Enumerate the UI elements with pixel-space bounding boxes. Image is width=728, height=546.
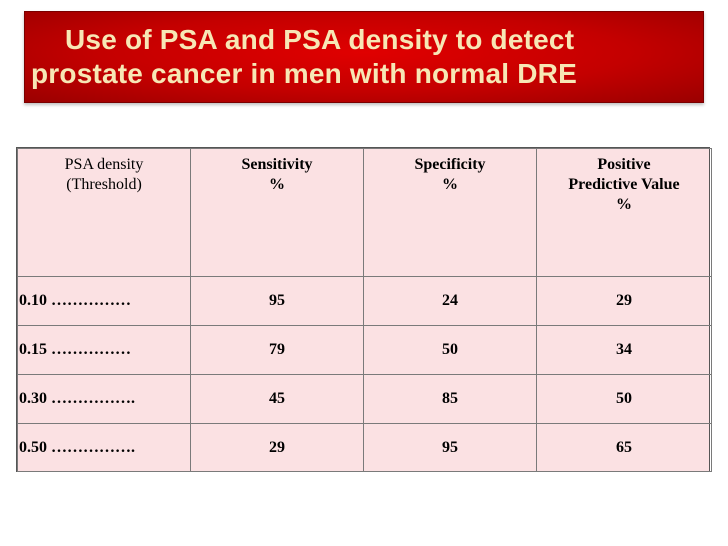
specificity-cell: 95 <box>363 423 537 472</box>
specificity-cell: 85 <box>363 374 537 424</box>
table-row: 0.30 ……………. 45 85 50 <box>17 374 712 424</box>
sensitivity-cell: 79 <box>190 325 364 375</box>
specificity-cell: 24 <box>363 276 537 326</box>
header-text: Predictive Value <box>568 176 680 193</box>
specificity-cell: 50 <box>363 325 537 375</box>
ppv-cell: 65 <box>536 423 712 472</box>
threshold-cell: 0.50 ……………. <box>17 423 191 472</box>
table-header-row: PSA density (Threshold) Sensitivity % Sp… <box>17 148 712 277</box>
header-positive-predictive-value: Positive Predictive Value % <box>536 148 712 277</box>
title-banner: Use of PSA and PSA density to detect pro… <box>24 11 704 103</box>
data-table-container: PSA density (Threshold) Sensitivity % Sp… <box>16 147 712 472</box>
sensitivity-cell: 45 <box>190 374 364 424</box>
header-text: Specificity <box>414 156 486 173</box>
threshold-cell: 0.15 …………… <box>17 325 191 375</box>
ppv-cell: 29 <box>536 276 712 326</box>
ppv-cell: 50 <box>536 374 712 424</box>
header-text: Sensitivity <box>241 156 313 173</box>
ppv-cell: 34 <box>536 325 712 375</box>
psa-density-table: PSA density (Threshold) Sensitivity % Sp… <box>17 148 712 472</box>
title-line-1: Use of PSA and PSA density to detect <box>65 24 575 55</box>
header-specificity: Specificity % <box>363 148 537 277</box>
threshold-cell: 0.30 ……………. <box>17 374 191 424</box>
table-row: 0.15 …………… 79 50 34 <box>17 325 712 375</box>
sensitivity-cell: 95 <box>190 276 364 326</box>
table-row: 0.50 ……………. 29 95 65 <box>17 423 712 472</box>
header-text: % <box>616 196 632 213</box>
table-row: 0.10 …………… 95 24 29 <box>17 276 712 326</box>
header-text: (Threshold) <box>66 176 142 193</box>
header-text: PSA density <box>64 156 144 173</box>
threshold-cell: 0.10 …………… <box>17 276 191 326</box>
title-line-2: prostate cancer in men with normal DRE <box>31 58 577 89</box>
sensitivity-cell: 29 <box>190 423 364 472</box>
header-text: % <box>442 176 458 193</box>
header-psa-density: PSA density (Threshold) <box>17 148 191 277</box>
header-text: Positive <box>597 156 651 173</box>
header-sensitivity: Sensitivity % <box>190 148 364 277</box>
header-text: % <box>269 176 285 193</box>
